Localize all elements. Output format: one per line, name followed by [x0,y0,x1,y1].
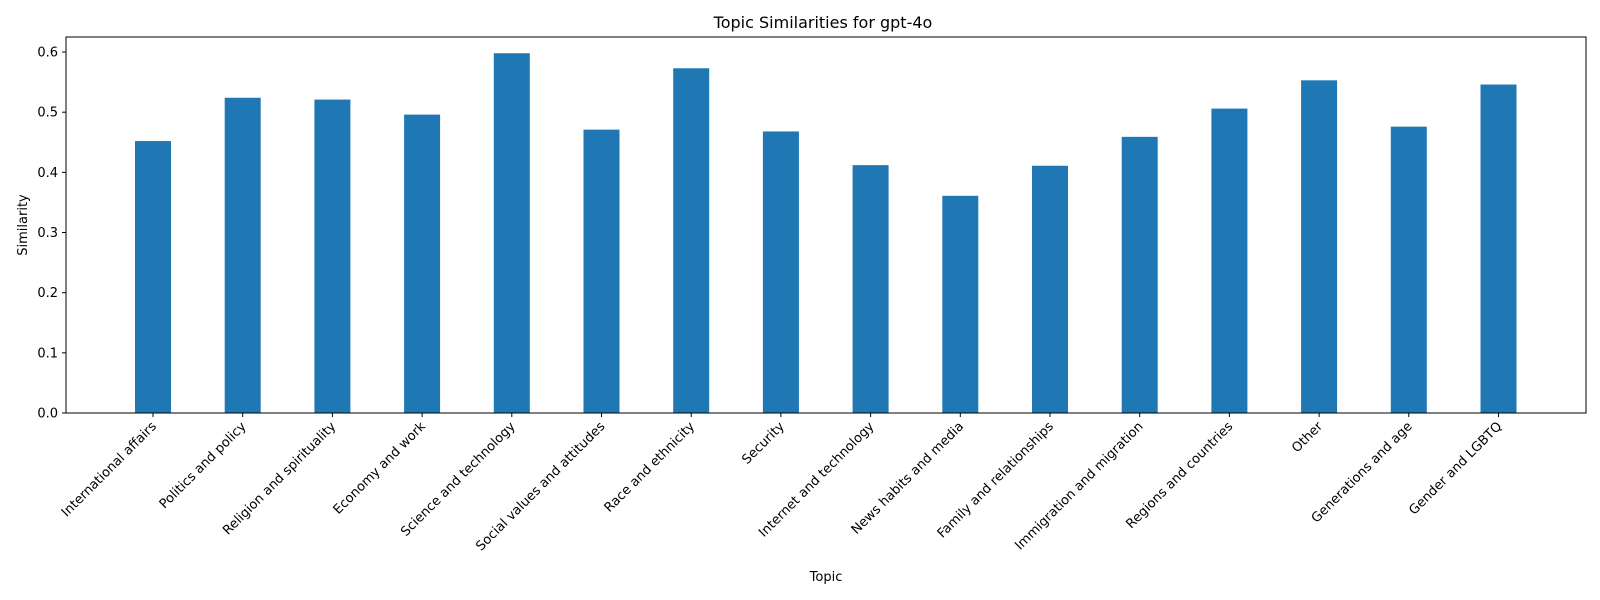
bar [1211,108,1248,414]
bar [583,129,620,413]
bars-group [135,53,1517,414]
bar [493,53,530,414]
bar [1032,165,1068,413]
x-tick-label: International affairs [59,419,160,520]
bar [673,68,710,413]
x-tick-label: Economy and work [331,419,430,518]
bar [1301,80,1338,414]
bar [762,131,799,413]
bar [224,97,261,413]
x-tick-label: Generations and age [1309,419,1416,526]
y-tick-label: 0.0 [37,407,58,422]
x-tick-label: Politics and policy [157,419,250,512]
x-tick-label: Other [1289,419,1326,456]
x-tick-label: Regions and countries [1124,419,1237,532]
bar [404,114,441,414]
chart-title: Topic Similarities for gpt-4o [713,13,933,32]
y-tick-label: 0.3 [37,226,58,241]
y-axis: 0.0 0.1 0.2 0.3 0.4 0.5 0.6 [37,46,66,422]
plot-frame [65,36,1587,414]
x-tick-label: Gender and LGBTQ [1406,419,1505,518]
bar [135,141,171,414]
y-tick-label: 0.5 [37,106,58,121]
bar [1121,136,1158,413]
x-tick-label: Security [739,419,788,468]
bar [1390,126,1427,413]
bar [942,195,979,413]
bar [314,99,351,413]
x-axis-label: Topic [809,570,843,585]
y-tick-label: 0.4 [37,166,58,181]
x-tick-label: Race and ethnicity [602,419,699,516]
y-axis-label: Similarity [16,194,31,256]
y-tick-label: 0.6 [37,46,58,61]
bar [1480,84,1517,413]
y-tick-label: 0.1 [37,346,58,361]
y-tick-label: 0.2 [37,286,58,301]
bar [852,165,889,413]
